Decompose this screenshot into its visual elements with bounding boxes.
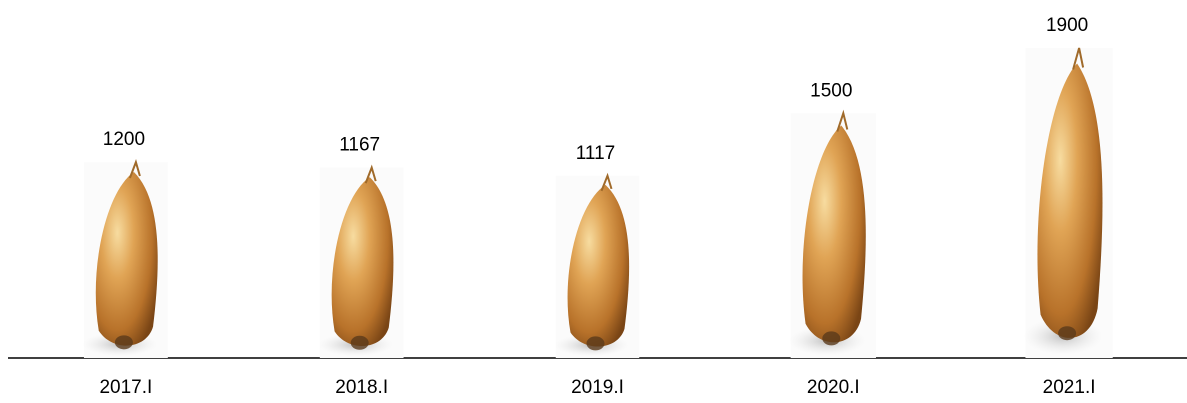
onion-body	[802, 125, 866, 343]
onion-body	[331, 177, 394, 346]
onion-bar	[82, 159, 168, 358]
x-tick-label: 2021.I	[1043, 377, 1096, 398]
value-label: 1117	[576, 143, 615, 164]
onion-bar	[554, 172, 640, 358]
onion-body	[95, 172, 158, 346]
onion-stem	[128, 159, 141, 179]
onion-stem	[836, 109, 849, 132]
value-label: 1500	[810, 80, 852, 101]
onion-body	[1037, 63, 1103, 338]
x-tick-label: 2018.I	[335, 377, 388, 398]
onion-bar	[1023, 47, 1113, 358]
onion-bar	[318, 164, 404, 358]
x-tick-label: 2019.I	[571, 377, 624, 398]
onion-stem	[364, 164, 377, 184]
onion-bar	[789, 109, 876, 359]
onion-root	[586, 336, 605, 351]
x-tick-label: 2017.I	[99, 377, 152, 398]
onion-stem	[1072, 47, 1085, 70]
onion-root	[822, 331, 841, 346]
onion-root	[114, 335, 133, 350]
value-label: 1900	[1046, 15, 1088, 36]
onion-root	[350, 335, 369, 350]
value-label: 1167	[339, 135, 380, 156]
onion-stem	[600, 172, 613, 192]
onion-body	[567, 184, 630, 347]
x-tick-label: 2020.I	[807, 377, 860, 398]
value-label: 1200	[103, 129, 145, 150]
onion-root	[1058, 326, 1077, 341]
